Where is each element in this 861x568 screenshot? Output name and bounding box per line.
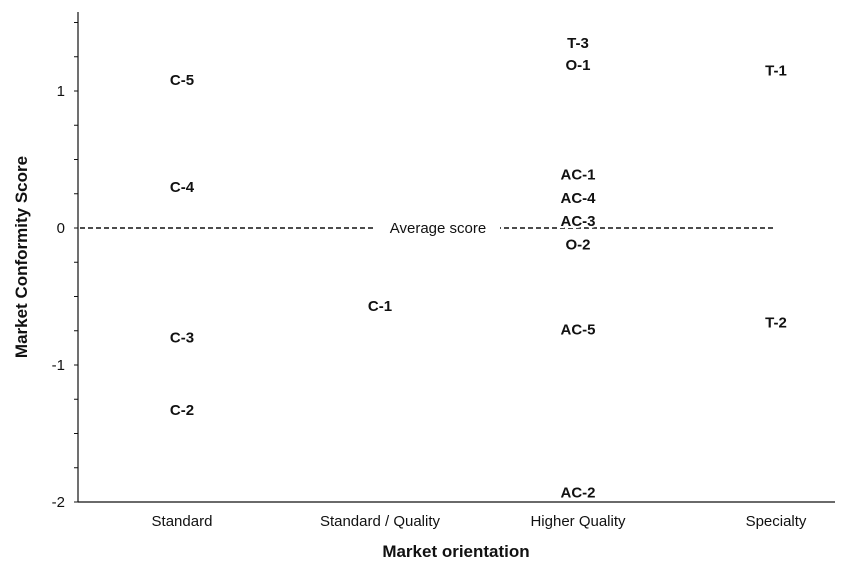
point-label-c-4: C-4 — [170, 179, 195, 196]
point-label-t-2: T-2 — [765, 315, 787, 332]
data-points: C-5 C-4 C-3 C-2 C-1 T-3 O-1 AC-1 AC-4 AC-3 O-2 AC-5… — [168, 33, 789, 503]
x-axis-title: Market orientation — [382, 542, 529, 561]
y-tick-label: 0 — [57, 220, 65, 237]
point-label-ac-3: AC-3 — [560, 213, 595, 230]
point-label-c-1: C-1 — [368, 298, 392, 315]
point-label-c-2: C-2 — [170, 402, 194, 419]
y-ticks: 1 0 -1 -2 — [52, 22, 78, 511]
x-ticks: Standard Standard / Quality Higher Quality… — [152, 513, 807, 530]
point-label-ac-5: AC-5 — [560, 321, 595, 338]
x-category-label: Standard / Quality — [320, 513, 441, 530]
x-category-label: Specialty — [746, 513, 807, 530]
point-label-c-3: C-3 — [170, 330, 194, 347]
point-label-c-5: C-5 — [170, 72, 194, 89]
point-label-ac-2: AC-2 — [560, 484, 595, 501]
average-score-label: Average score — [390, 220, 486, 237]
point-label-ac-4: AC-4 — [560, 190, 596, 207]
point-label-t-3: T-3 — [567, 35, 589, 52]
point-label-o-1: O-1 — [565, 57, 590, 74]
point-label-ac-1: AC-1 — [560, 167, 595, 184]
y-tick-label: -1 — [52, 357, 65, 374]
y-tick-label: 1 — [57, 83, 65, 100]
average-reference: Average score — [80, 219, 776, 237]
x-category-label: Higher Quality — [530, 513, 626, 530]
point-label-o-2: O-2 — [565, 236, 590, 253]
axes — [77, 12, 835, 503]
y-tick-label: -2 — [52, 494, 65, 511]
point-label-t-1: T-1 — [765, 62, 787, 79]
average-score-label-bg — [376, 219, 500, 237]
x-category-label: Standard — [152, 513, 213, 530]
y-axis-title: Market Conformity Score — [12, 156, 31, 358]
